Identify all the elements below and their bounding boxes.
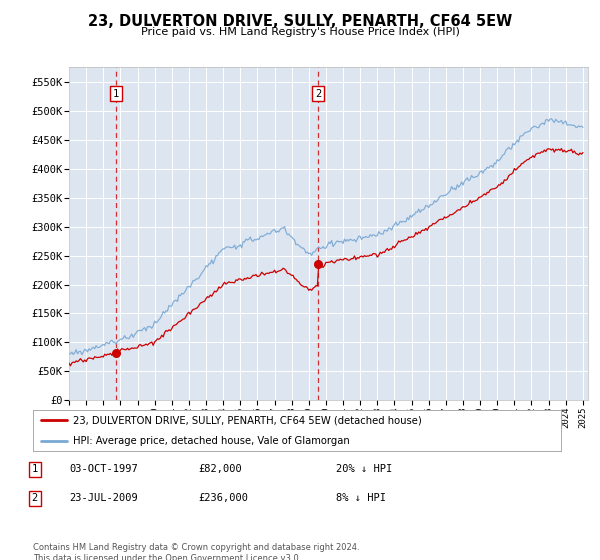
Text: £82,000: £82,000 xyxy=(198,464,242,474)
Text: 2: 2 xyxy=(315,89,322,99)
Text: 20% ↓ HPI: 20% ↓ HPI xyxy=(336,464,392,474)
Text: £236,000: £236,000 xyxy=(198,493,248,503)
Text: 23-JUL-2009: 23-JUL-2009 xyxy=(69,493,138,503)
Text: HPI: Average price, detached house, Vale of Glamorgan: HPI: Average price, detached house, Vale… xyxy=(73,436,349,446)
Text: 23, DULVERTON DRIVE, SULLY, PENARTH, CF64 5EW (detached house): 23, DULVERTON DRIVE, SULLY, PENARTH, CF6… xyxy=(73,415,421,425)
Text: 1: 1 xyxy=(32,464,38,474)
Text: 23, DULVERTON DRIVE, SULLY, PENARTH, CF64 5EW: 23, DULVERTON DRIVE, SULLY, PENARTH, CF6… xyxy=(88,14,512,29)
Text: 2: 2 xyxy=(32,493,38,503)
Text: 03-OCT-1997: 03-OCT-1997 xyxy=(69,464,138,474)
Text: 1: 1 xyxy=(113,89,119,99)
Text: Price paid vs. HM Land Registry's House Price Index (HPI): Price paid vs. HM Land Registry's House … xyxy=(140,27,460,38)
Text: Contains HM Land Registry data © Crown copyright and database right 2024.
This d: Contains HM Land Registry data © Crown c… xyxy=(33,543,359,560)
Text: 8% ↓ HPI: 8% ↓ HPI xyxy=(336,493,386,503)
